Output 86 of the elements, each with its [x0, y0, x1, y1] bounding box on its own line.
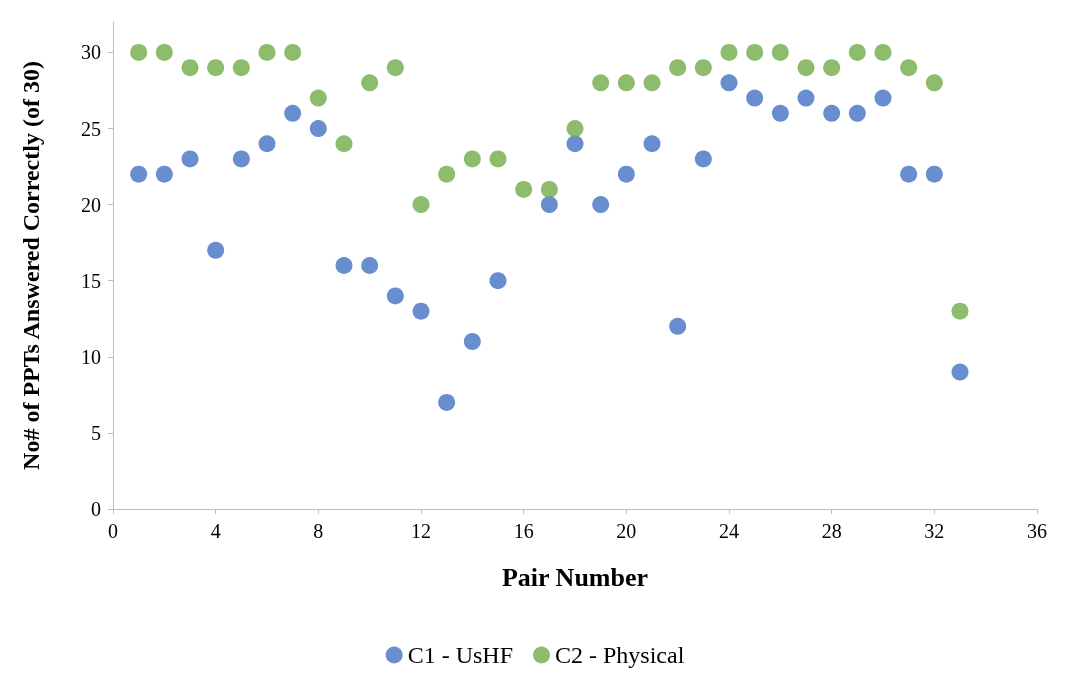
point: [309, 89, 327, 107]
point: [489, 272, 507, 290]
point: [797, 89, 815, 107]
point: [361, 74, 379, 92]
point: [412, 196, 430, 214]
point: [669, 317, 687, 335]
x-tick-label: 16: [513, 520, 534, 542]
point: [746, 43, 764, 61]
x-tick-label: 4: [210, 520, 221, 542]
point: [412, 302, 430, 320]
point: [515, 180, 533, 198]
point: [463, 333, 481, 351]
point: [438, 165, 456, 183]
point: [951, 363, 969, 381]
y-tick-label: 15: [81, 269, 101, 292]
point: [130, 165, 148, 183]
point: [925, 74, 943, 92]
point: [258, 135, 276, 153]
point: [848, 43, 866, 61]
point: [746, 89, 764, 107]
point: [489, 150, 507, 168]
y-tick-label: 25: [81, 117, 101, 140]
point: [925, 165, 943, 183]
point: [643, 74, 661, 92]
point: [386, 59, 404, 77]
point: [848, 104, 866, 122]
point: [694, 150, 712, 168]
point: [720, 74, 738, 92]
y-tick-label: 30: [81, 41, 101, 64]
point: [823, 104, 841, 122]
y-axis-title: No# of PPTs Answered Correctly (of 30): [18, 61, 44, 470]
point: [592, 196, 610, 214]
point: [797, 59, 815, 77]
point: [181, 59, 199, 77]
point: [309, 120, 327, 138]
y-tick-label: 20: [81, 193, 101, 216]
x-axis-title: Pair Number: [501, 562, 649, 592]
point: [335, 257, 353, 274]
y-tick-label: 5: [91, 421, 101, 444]
y-tick-label: 10: [81, 345, 101, 368]
point: [900, 165, 918, 183]
point: [617, 74, 635, 92]
x-tick-label: 28: [821, 520, 842, 542]
point: [874, 43, 892, 61]
point: [463, 150, 481, 168]
point: [155, 43, 173, 61]
point: [386, 287, 404, 305]
point: [232, 59, 250, 77]
point: [438, 393, 456, 411]
point: [284, 43, 302, 61]
legend-label: C2 - Physical: [555, 642, 685, 668]
point: [874, 89, 892, 107]
point: [771, 104, 789, 122]
point: [669, 59, 687, 77]
point: [130, 43, 148, 61]
point: [284, 104, 302, 122]
point: [540, 196, 558, 214]
point: [566, 120, 584, 138]
point: [540, 180, 558, 198]
point: [643, 135, 661, 153]
point: [694, 59, 712, 77]
x-tick-label: 0: [108, 520, 118, 542]
x-tick-label: 24: [719, 520, 739, 542]
x-tick-label: 32: [924, 520, 945, 542]
y-tick-label: 0: [91, 498, 101, 520]
legend-label: C1 - UsHF: [407, 642, 514, 668]
point: [232, 150, 250, 168]
x-tick-label: 36: [1027, 520, 1047, 542]
point: [951, 302, 969, 320]
point: [361, 257, 379, 274]
point: [155, 165, 173, 183]
point: [771, 43, 789, 61]
point: [335, 135, 353, 153]
point: [823, 59, 841, 77]
point: [258, 43, 276, 61]
point: [592, 74, 610, 92]
point: [181, 150, 199, 168]
point: [900, 59, 918, 77]
point: [207, 59, 225, 77]
point: [617, 165, 635, 183]
point: [720, 43, 738, 61]
point: [566, 135, 584, 153]
x-tick-label: 12: [411, 520, 431, 542]
point: [207, 241, 225, 259]
x-tick-label: 20: [616, 520, 637, 542]
x-tick-label: 8: [313, 520, 324, 542]
